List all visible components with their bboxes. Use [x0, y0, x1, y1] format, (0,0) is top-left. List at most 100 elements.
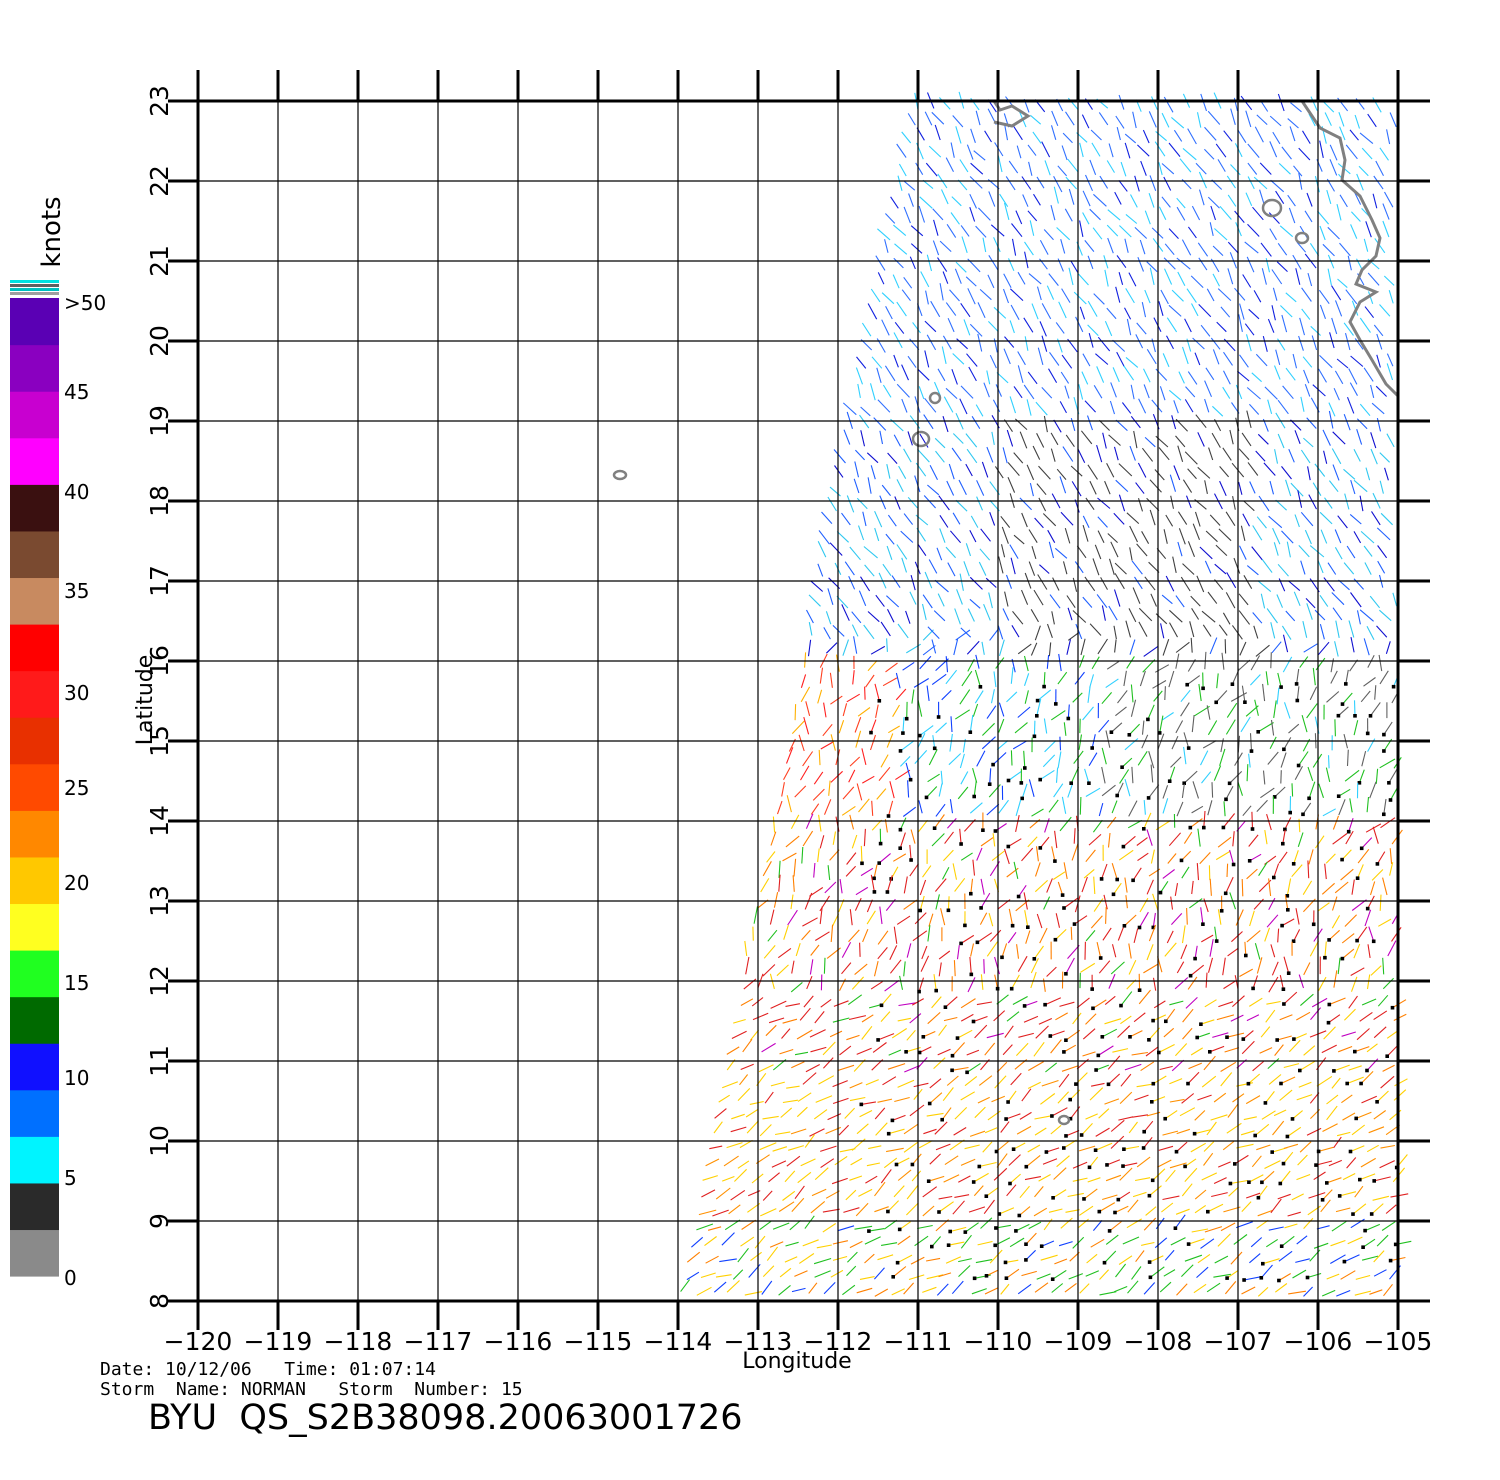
wind-vector [1273, 365, 1281, 380]
wind-vector [1393, 1089, 1407, 1101]
wind-vector [768, 1017, 785, 1024]
wind-vector [1101, 863, 1108, 880]
wind-vector [1354, 114, 1361, 129]
wind-vector [987, 1110, 1001, 1121]
wind-vector [1194, 1189, 1207, 1200]
wind-vector [1158, 162, 1163, 176]
wind-vector [1340, 1270, 1356, 1280]
wind-vector [841, 512, 851, 526]
wind-vector [1307, 272, 1313, 287]
wind-vector [1271, 269, 1283, 285]
wind-vector [822, 1208, 840, 1213]
wind-vector [1096, 366, 1105, 383]
wind-vector [896, 479, 904, 492]
wind-vector [1331, 448, 1342, 465]
wind-vector [897, 1169, 912, 1181]
wind-vector [1329, 332, 1335, 349]
wind-vector [949, 799, 954, 814]
wind-vector [1138, 398, 1147, 414]
wind-vector [1356, 1028, 1370, 1041]
wind-vector [874, 1288, 889, 1297]
wind-vector [945, 669, 958, 685]
wind-vector [1240, 1130, 1255, 1136]
wind-vector [994, 142, 1004, 157]
wind-vector [1198, 683, 1202, 702]
wind-vector [1090, 915, 1103, 929]
wind-vector [1170, 756, 1182, 768]
wind-vector [942, 867, 950, 880]
wind-vector [1043, 229, 1054, 241]
wind-vector [1092, 558, 1100, 576]
wind-vector [745, 956, 750, 975]
wind-vector [1132, 867, 1142, 881]
wind-vector [1144, 436, 1156, 448]
wind-vector [1354, 1290, 1372, 1296]
wind-vector [1327, 562, 1337, 575]
wind-vector [938, 495, 950, 511]
wind-vector [1097, 497, 1111, 509]
rain-flag [1087, 781, 1091, 785]
wind-vector [1216, 1014, 1235, 1021]
wind-vector [1197, 828, 1201, 847]
wind-vector [918, 800, 923, 814]
wind-vector [955, 261, 967, 273]
wind-vector [972, 767, 978, 783]
wind-vector [1116, 126, 1121, 141]
wind-vector [1085, 497, 1095, 511]
wind-vector [791, 1287, 806, 1293]
wind-vector [1332, 815, 1340, 830]
wind-vector [909, 1104, 925, 1117]
wind-vector [842, 786, 855, 800]
wind-vector [1041, 1079, 1059, 1087]
wind-vector [728, 1204, 741, 1215]
rain-flag [1148, 1275, 1153, 1280]
wind-vector [954, 268, 962, 284]
rain-flag [908, 777, 913, 782]
wind-vector [1318, 1146, 1334, 1152]
wind-vector [886, 595, 900, 608]
wind-vector [966, 144, 974, 160]
wind-vector [1171, 1059, 1185, 1072]
wind-vector [1039, 927, 1048, 944]
wind-vector [892, 704, 900, 717]
wind-vector [1343, 562, 1355, 575]
wind-vector [820, 1158, 835, 1169]
wind-vector [996, 994, 1009, 1005]
wind-vector [1008, 1154, 1021, 1166]
colorbar-segment [10, 1043, 59, 1091]
wind-vector [887, 609, 895, 623]
wind-vector [1194, 1110, 1206, 1121]
wind-vector [969, 1130, 986, 1137]
wind-vector [1169, 1162, 1187, 1169]
wind-vector [1194, 511, 1201, 527]
wind-vector [784, 1256, 798, 1263]
rain-flag [1382, 812, 1386, 817]
rain-flag [872, 890, 877, 894]
wind-vector [1292, 1269, 1307, 1279]
wind-vector [980, 837, 994, 847]
wind-vector [1219, 466, 1230, 478]
wind-vector [1157, 1159, 1172, 1168]
wind-vector [1226, 1270, 1239, 1279]
wind-vector [1159, 386, 1166, 401]
wind-vector [1089, 1087, 1104, 1101]
wind-vector [1213, 765, 1222, 781]
rain-flag [1365, 1068, 1369, 1073]
wind-vector [1101, 747, 1107, 765]
wind-vector [1364, 909, 1372, 927]
wind-vector [1030, 958, 1039, 974]
wind-vector [877, 272, 885, 285]
wind-vector [1078, 273, 1089, 286]
wind-vector [914, 912, 927, 925]
colorbar-segment [10, 437, 59, 485]
wind-vector [1207, 957, 1214, 973]
rain-flag [1280, 923, 1284, 928]
wind-vector [1030, 114, 1042, 125]
wind-vector [1000, 1121, 1010, 1133]
wind-vector [1018, 1032, 1034, 1038]
wind-vector [1300, 560, 1306, 575]
wind-vector [1296, 1094, 1313, 1101]
wind-vector [905, 610, 911, 624]
wind-vector [914, 475, 921, 493]
rain-flag [1003, 1260, 1008, 1265]
